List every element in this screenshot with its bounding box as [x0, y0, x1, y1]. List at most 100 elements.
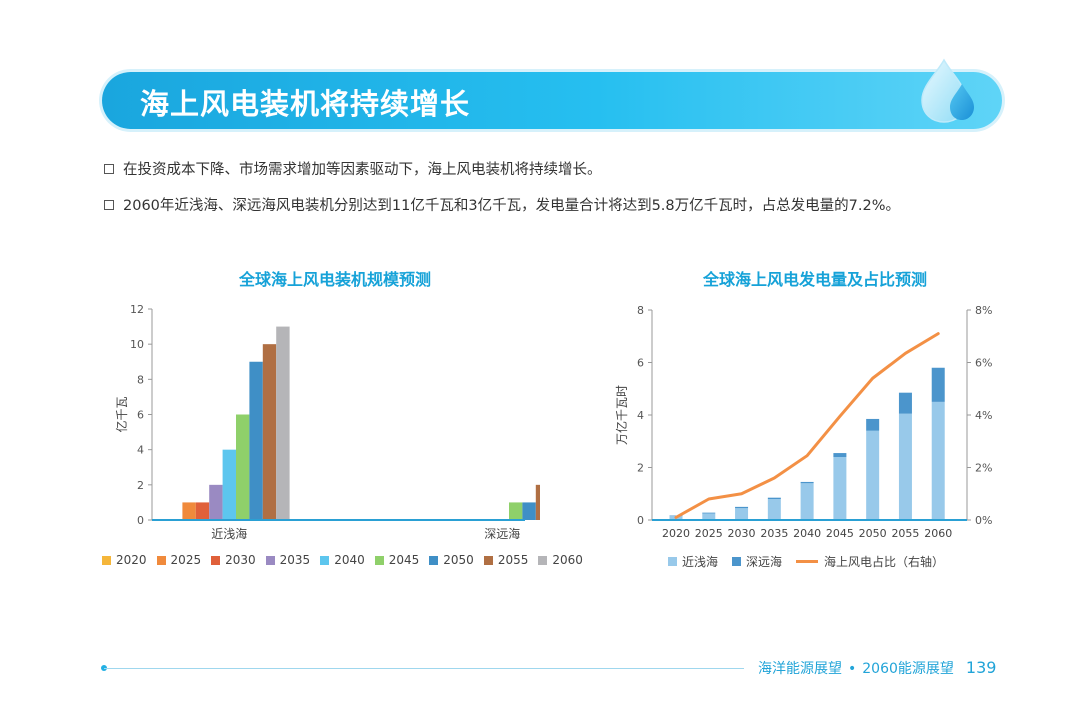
share-line	[674, 332, 940, 519]
legend-label: 2030	[225, 553, 256, 567]
bar-近浅海-2055	[262, 344, 277, 520]
legend-swatch	[374, 555, 384, 565]
bar-近浅海-2025	[702, 513, 716, 520]
bar-深远海-2045	[509, 502, 523, 520]
legend-label: 2025	[170, 553, 202, 567]
generation-share-chart: 0 2 4 6 8 万亿千瓦时 0% 2% 4% 6% 8% 2020 2025 2030 2035 2040…	[614, 304, 992, 540]
legend-label: 2020	[116, 553, 147, 567]
legend-label: 2035	[279, 553, 311, 567]
checkbox-square-icon	[104, 199, 114, 210]
x-tick-label: 2045	[826, 527, 854, 540]
y-tick-label: 8	[137, 373, 144, 386]
title-banner: 海上风电装机将持续增长	[102, 72, 1002, 129]
legend-item-2055: 2055	[483, 553, 529, 567]
bar-深远海-2050	[522, 502, 536, 520]
y2-tick-label: 0%	[975, 514, 992, 527]
bar-近浅海-2045	[236, 414, 250, 520]
y2-tick-label: 4%	[975, 409, 992, 422]
legend-item-深远海: 深远海	[732, 553, 782, 570]
bar-近浅海-2040	[222, 449, 236, 520]
x-tick-label: 2060	[924, 527, 952, 540]
y-tick-label: 4	[137, 444, 144, 457]
legend-label: 2055	[497, 553, 529, 567]
x-tick-label: 2025	[695, 527, 723, 540]
legend-label: 2050	[443, 553, 474, 567]
bar-近浅海-2035	[209, 484, 223, 520]
x-category-label: 深远海	[484, 526, 520, 541]
legend-item-近浅海: 近浅海	[668, 553, 718, 570]
x-tick-label: 2035	[760, 527, 788, 540]
checkbox-square-icon	[104, 163, 114, 174]
legend-swatch	[483, 555, 493, 565]
page-number: 139	[965, 658, 997, 677]
x-tick-label: 2030	[728, 527, 756, 540]
legend-swatch	[211, 555, 221, 565]
legend-item-2025: 2025	[156, 553, 202, 567]
y-tick-label: 2	[637, 462, 644, 475]
bar-深远海-2055	[898, 392, 912, 414]
bar-近浅海-2055	[898, 413, 912, 520]
y-tick-label: 8	[637, 304, 644, 317]
legend-item-2050: 2050	[429, 553, 474, 567]
legend-line-swatch	[796, 560, 819, 563]
footer: 海洋能源展望 • 2060能源展望 139	[758, 658, 996, 678]
x-tick-label: 2055	[891, 527, 919, 540]
legend-label: 2040	[334, 553, 365, 567]
legend-swatch	[102, 555, 111, 565]
legend-swatch	[265, 555, 275, 565]
y-tick-label: 4	[637, 409, 644, 422]
x-tick-label: 2020	[662, 527, 690, 540]
y-axis-label: 万亿千瓦时	[614, 385, 629, 445]
legend-item-2020: 2020	[102, 553, 147, 567]
water-drop-icon	[921, 58, 974, 123]
bar-近浅海-2060	[276, 326, 290, 520]
bullet-1: 在投资成本下降、市场需求增加等因素驱动下，海上风电装机将持续增长。	[104, 158, 602, 179]
bar-深远海-2040	[800, 481, 814, 484]
legend-item-share: 海上风电占比（右轴）	[796, 553, 944, 570]
y-tick-label: 10	[130, 338, 144, 351]
bar-近浅海-2050	[249, 361, 263, 520]
footer-section: 海洋能源展望	[758, 661, 842, 677]
bar-近浅海-2040	[800, 483, 814, 520]
bar-近浅海-2025	[182, 502, 196, 520]
legend-item-2040: 2040	[320, 553, 365, 567]
bar-深远海-2035	[767, 497, 781, 499]
legend-item-2035: 2035	[265, 553, 311, 567]
bar-近浅海-2030	[195, 502, 210, 520]
chart1-legend: 2020 2025 2030 2035 2040 2045 2050 2055 2060	[102, 553, 593, 567]
legend-item-2060: 2060	[538, 553, 583, 567]
bar-深远海-2025	[702, 512, 716, 514]
chart1-title: 全球海上风电装机规模预测	[238, 270, 431, 289]
legend-label: 2045	[388, 553, 420, 567]
page-title: 海上风电装机将持续增长	[140, 87, 471, 121]
bar-近浅海-2050	[866, 430, 880, 520]
legend-label: 2060	[552, 553, 583, 567]
y2-tick-label: 8%	[975, 304, 992, 317]
y-tick-label: 6	[637, 357, 644, 370]
bar-深远海-2050	[866, 418, 880, 431]
legend-swatch	[320, 555, 330, 565]
footer-separator: •	[848, 661, 857, 677]
y-tick-label: 2	[137, 479, 144, 492]
y-tick-label: 6	[137, 409, 144, 422]
y-tick-label: 0	[137, 514, 144, 527]
bar-近浅海-2030	[735, 508, 749, 520]
legend-swatch	[668, 557, 677, 566]
y-tick-label: 12	[130, 303, 144, 316]
y-axis-label: 亿千瓦	[114, 396, 129, 432]
bar-近浅海-2035	[767, 499, 781, 520]
bar-深远海-2055	[535, 484, 540, 520]
bar-深远海-2045	[833, 453, 847, 457]
x-tick-label: 2040	[793, 527, 821, 540]
legend-label: 海上风电占比（右轴）	[824, 555, 945, 569]
bullet-text: 2060年近浅海、深远海风电装机分别达到11亿千瓦和3亿千瓦，发电量合计将达到5…	[123, 198, 900, 214]
chart2-title: 全球海上风电发电量及占比预测	[702, 270, 927, 289]
y2-tick-label: 6%	[975, 357, 992, 370]
footer-book: 2060能源展望	[862, 661, 954, 677]
legend-swatch	[538, 555, 548, 565]
legend-label: 深远海	[746, 555, 783, 569]
x-tick-label: 2050	[859, 527, 887, 540]
bullet-text: 在投资成本下降、市场需求增加等因素驱动下，海上风电装机将持续增长。	[123, 162, 602, 178]
legend-item-2045: 2045	[374, 553, 420, 567]
bar-深远海-2030	[735, 506, 749, 509]
